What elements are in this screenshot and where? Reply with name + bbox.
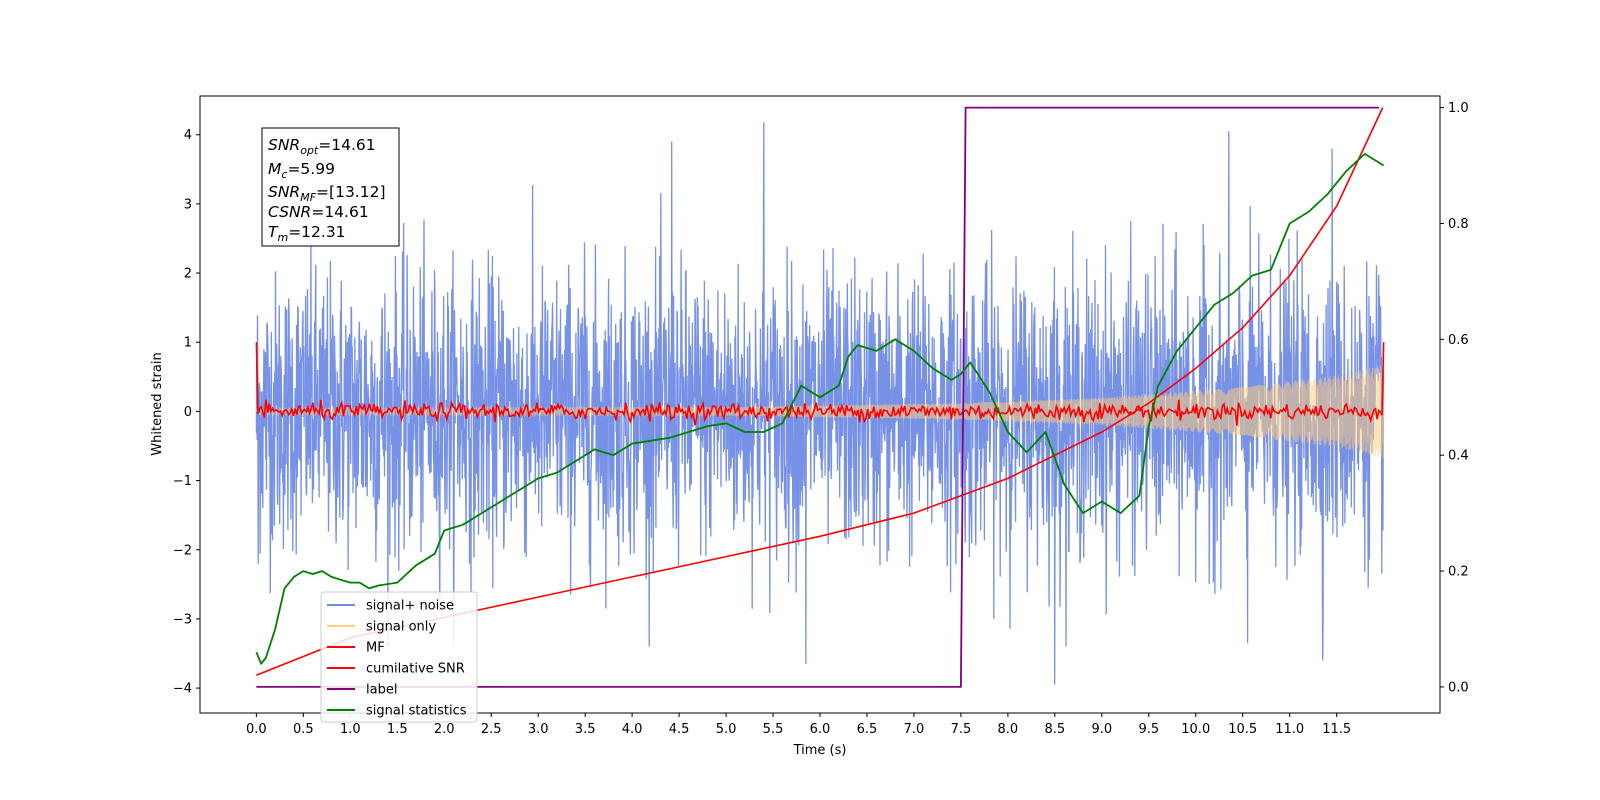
x-tick-label: 7.0 [904, 722, 925, 737]
x-tick-label: 8.0 [998, 722, 1019, 737]
y-axis-left: 4 3 2 1 0 −1 −2 −3 −4 [173, 128, 200, 697]
y-tick-label: 0 [184, 405, 192, 420]
series-cumulative-snr [256, 107, 1384, 677]
y-tick-label: −1 [173, 474, 192, 489]
x-axis: 0.0 0.5 1.0 1.5 2.0 2.5 3.0 3.5 4.0 4.5 5.0 5.5 6.0 6… [246, 713, 1351, 737]
y2-tick-label: 0.6 [1448, 333, 1469, 348]
legend-label: label [366, 683, 397, 698]
y-tick-label: −3 [173, 612, 192, 627]
legend-label: cumilative SNR [366, 662, 465, 677]
x-tick-label: 3.0 [528, 722, 549, 737]
annotation-snr-opt: SNRopt=14.61 [268, 136, 376, 157]
legend: signal+ noise signal only MF cumilative SNR… [320, 591, 478, 723]
plot-area [255, 106, 1385, 688]
y2-tick-label: 0.0 [1448, 680, 1469, 695]
x-tick-label: 9.5 [1138, 722, 1159, 737]
y-axis-right: 1.0 0.8 0.6 0.4 0.2 0.0 [1440, 101, 1469, 695]
x-tick-label: 5.0 [716, 722, 737, 737]
y2-tick-label: 0.4 [1448, 449, 1469, 464]
x-tick-label: 4.5 [669, 722, 690, 737]
series-label [256, 106, 1379, 688]
x-axis-label: Time (s) [793, 743, 847, 758]
x-tick-label: 9.0 [1091, 722, 1112, 737]
annotation-csnr: CSNR=14.61 [268, 203, 369, 221]
y-tick-label: 2 [184, 267, 192, 282]
annotation-tm: Tm=12.31 [268, 223, 346, 244]
legend-label: MF [366, 641, 385, 656]
x-tick-label: 10.0 [1181, 722, 1210, 737]
x-tick-label: 3.5 [575, 722, 596, 737]
legend-label: signal statistics [366, 704, 467, 719]
x-tick-label: 0.5 [293, 722, 314, 737]
y-tick-label: −2 [173, 543, 192, 558]
x-tick-label: 11.5 [1322, 722, 1351, 737]
annotation-snr-mf: SNRMF=[13.12] [268, 183, 386, 204]
x-tick-label: 1.5 [387, 722, 408, 737]
series-mf [255, 342, 1385, 426]
x-tick-label: 4.0 [622, 722, 643, 737]
y-axis-label: Whitened strain [150, 352, 165, 455]
legend-label: signal only [366, 620, 436, 635]
legend-box [320, 591, 478, 723]
y2-tick-label: 0.8 [1448, 217, 1469, 232]
x-tick-label: 11.0 [1275, 722, 1304, 737]
x-tick-label: 10.5 [1228, 722, 1257, 737]
annotation-mc: Mc=5.99 [268, 160, 335, 181]
y-tick-label: 1 [184, 336, 192, 351]
y-tick-label: −4 [173, 682, 192, 697]
y2-tick-label: 0.2 [1448, 565, 1469, 580]
x-tick-label: 2.0 [434, 722, 455, 737]
legend-label: signal+ noise [366, 599, 454, 614]
x-tick-label: 7.5 [951, 722, 972, 737]
x-tick-label: 0.0 [246, 722, 267, 737]
series-signal-noise [255, 122, 1385, 685]
x-tick-label: 5.5 [763, 722, 784, 737]
x-tick-label: 6.5 [857, 722, 878, 737]
x-tick-label: 6.0 [810, 722, 831, 737]
series-signal-statistics [255, 153, 1385, 665]
x-tick-label: 1.0 [340, 722, 361, 737]
y-tick-label: 3 [184, 197, 192, 212]
annotation-box: SNRopt=14.61 Mc=5.99 SNRMF=[13.12] CSNR=… [261, 127, 400, 247]
y2-tick-label: 1.0 [1448, 101, 1469, 116]
x-tick-label: 8.5 [1045, 722, 1066, 737]
x-tick-label: 2.5 [481, 722, 502, 737]
y-tick-label: 4 [184, 128, 192, 143]
